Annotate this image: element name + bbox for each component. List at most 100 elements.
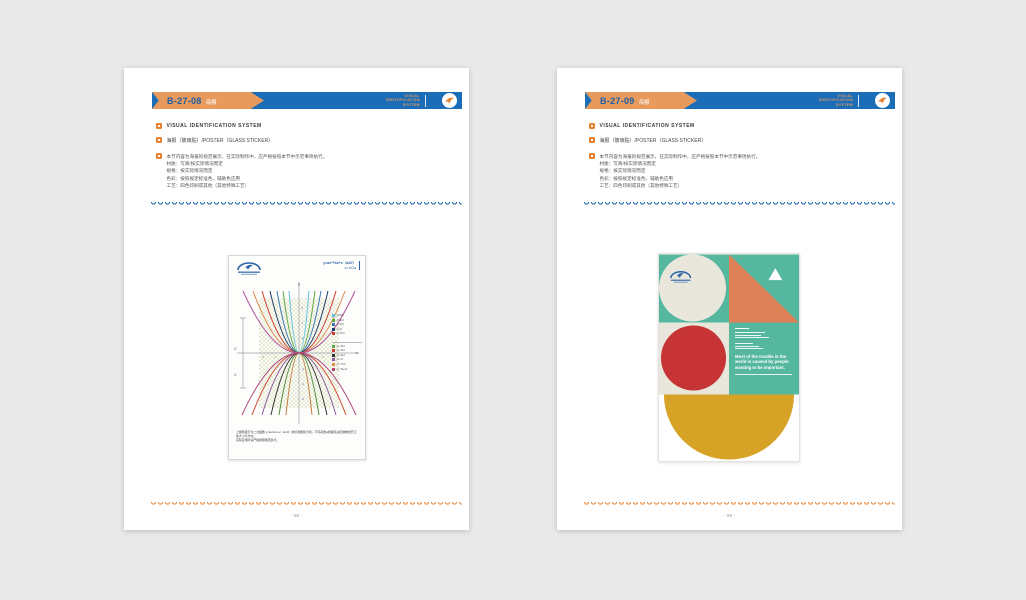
section-heading-row: VISUAL IDENTIFICATION SYSTEM: [156, 123, 262, 129]
legend-label: y=-5x²: [336, 343, 345, 348]
svg-text:6: 6: [302, 306, 304, 310]
section-code-badge: B-27-09 海报: [585, 92, 697, 109]
legend-label: y=x²: [336, 326, 343, 331]
section-subtitle: 海报（玻璃贴）/POSTER（GLASS STICKER）: [599, 138, 707, 144]
legend-item: y=-2x²: [332, 352, 362, 357]
legend-label: y=-x²: [336, 357, 344, 362]
fine-print-line: [735, 345, 759, 347]
section-body: 本节内容为海报的规范展示，在实际制作中，应严格按照本节中示范事项执行。 材质：写…: [167, 153, 328, 189]
header-vis-text: VISUAL IDENTIFICATION SYSTEM: [819, 94, 853, 107]
section-heading-row: VISUAL IDENTIFICATION SYSTEM: [589, 123, 695, 129]
poster-geometric: Most of the trouble in the world is caus…: [658, 253, 800, 462]
section-code: B-27-09: [600, 95, 635, 106]
bird-logo-icon: [445, 97, 454, 104]
legend-item: y=½x²: [332, 331, 362, 336]
axis-x-labels: X X: [234, 346, 237, 377]
scallop-divider-bottom: [583, 502, 895, 507]
section-body-row: 本节内容为海报的规范展示，在实际制作中，应严格按照本节中示范事项执行。 材质：写…: [589, 153, 760, 189]
bullet-icon: [589, 153, 595, 159]
scallop-divider-top: [583, 202, 895, 207]
y-tick-labels: 6 4 2 -2 -4 -6: [302, 306, 305, 401]
legend-item: y=2x²: [332, 322, 362, 327]
page-number: - 88 -: [291, 513, 302, 518]
svg-text:4: 4: [322, 355, 324, 359]
header-bar: B-27-09 海报 VISUAL IDENTIFICATION SYSTEM: [585, 92, 895, 109]
scallop-divider-top: [150, 202, 462, 207]
vis-line: IDENTIFICATION: [385, 98, 420, 103]
bullet-icon: [156, 123, 162, 129]
vis-line: IDENTIFICATION: [818, 98, 853, 103]
bird-logo-icon: [878, 97, 887, 104]
section-subtitle-row: 海报（玻璃贴）/POSTER（GLASS STICKER）: [156, 137, 273, 144]
svg-text:-6: -6: [302, 397, 305, 401]
arch-logo-icon: [237, 262, 261, 275]
legend-swatch: [332, 363, 335, 367]
header-divider: [858, 94, 859, 107]
legend-label: y=½x²: [336, 331, 345, 336]
header-bar: B-27-08 海报 VISUAL IDENTIFICATION SYSTEM: [152, 92, 462, 109]
parabola-chart: -6 -4 -2 2 4 6 6 4 2 -2 -4 -6 X X: [234, 282, 359, 424]
geometric-artwork: [659, 254, 799, 460]
legend-item: y=-½x²: [332, 362, 362, 367]
section-code: B-27-08: [167, 95, 202, 106]
spec-line: 规格：按实际情况而定: [599, 168, 646, 174]
spec-line: 规格：按实际情况而定: [166, 168, 213, 174]
caption-line: 上图所展示为二次函数 y=ax²+bx+c（a≠0）的标准图象示例，不同系数a的…: [236, 430, 357, 439]
section-subtitle: 海报（玻璃贴）/POSTER（GLASS STICKER）: [166, 138, 274, 144]
svg-text:6: 6: [334, 355, 336, 359]
poster-caption: 上图所展示为二次函数 y=ax²+bx+c（a≠0）的标准图象示例，不同系数a的…: [236, 430, 358, 443]
section-code-label: 海报: [205, 99, 217, 106]
bullet-icon: [156, 153, 162, 159]
svg-text:-4: -4: [302, 382, 305, 386]
brand-logo: [442, 93, 457, 108]
poster-math-chart: y=ax²+bx+c（a≠0） x=-b/2a: [228, 255, 366, 460]
fine-print-line: [735, 332, 765, 334]
section-code-badge: B-27-08 海报: [152, 92, 264, 109]
poster-quote: Most of the trouble in the world is caus…: [735, 353, 789, 370]
caption-line: 实际应用时请严格按照规范执行。: [236, 438, 280, 443]
poster-logo: [236, 261, 262, 281]
section-subtitle-row: 海报（玻璃贴）/POSTER（GLASS STICKER）: [589, 137, 706, 144]
cream-circle: [659, 254, 727, 322]
legend-item: y=-3x²: [332, 348, 362, 353]
body-paragraph: 本节内容为海报的规范展示，在实际制作中，应严格按照本节中示范事项执行。: [166, 154, 328, 159]
axis-label-x: X: [234, 346, 237, 351]
formula-line-2: x=-b/2a: [344, 265, 356, 270]
x-tick-labels: -6 -4 -2 2 4 6: [262, 355, 337, 359]
fine-print-line: [735, 343, 753, 345]
legend-item: y=-⅒x²: [332, 367, 362, 371]
poster-formula: y=ax²+bx+c（a≠0） x=-b/2a: [323, 261, 360, 270]
legend-swatch: [332, 353, 335, 357]
legend-down: y=-5x² y=-3x² y=-2x² y=-x² y=-½x² y=-⅒x²: [332, 342, 362, 372]
fine-print-line: [735, 374, 792, 376]
text-dash: [735, 328, 749, 330]
header-divider: [425, 94, 426, 107]
axis-label-x: X: [234, 372, 237, 377]
x-axis-arrow: [355, 351, 359, 355]
section-body: 本节内容为海报的规范展示，在实际制作中，应严格按照本节中示范事项执行。 材质：写…: [600, 153, 761, 189]
legend-swatch: [332, 314, 335, 318]
spec-line: 色彩：按照规定标准色、辅助色应用: [599, 175, 674, 181]
spec-line: 材质：写真/按实际情况而定: [166, 161, 223, 167]
red-circle: [660, 325, 727, 391]
legend-swatch: [332, 332, 335, 336]
legend-label: y=-2x²: [336, 352, 345, 357]
fine-print-line: [735, 348, 763, 350]
svg-text:4: 4: [302, 321, 304, 325]
spec-line: 材质：写真/按实际情况而定: [599, 161, 656, 167]
svg-text:2: 2: [310, 355, 312, 359]
poster-logo: [670, 270, 692, 283]
page-right: B-27-09 海报 VISUAL IDENTIFICATION SYSTEM …: [557, 68, 902, 530]
svg-text:-4: -4: [274, 355, 277, 359]
section-heading: VISUAL IDENTIFICATION SYSTEM: [599, 123, 695, 129]
bullet-icon: [589, 137, 595, 143]
legend-item: y=5x²: [332, 313, 362, 318]
parabolas-down: [241, 352, 357, 416]
legend-item: y=-x²: [332, 357, 362, 362]
svg-text:-2: -2: [286, 355, 289, 359]
vis-line: SYSTEM: [402, 102, 420, 107]
svg-text:2: 2: [302, 336, 304, 340]
spec-line: 工艺：四色印刷或其他（其他特殊工艺）: [599, 182, 683, 188]
section-code-label: 海报: [638, 99, 650, 106]
